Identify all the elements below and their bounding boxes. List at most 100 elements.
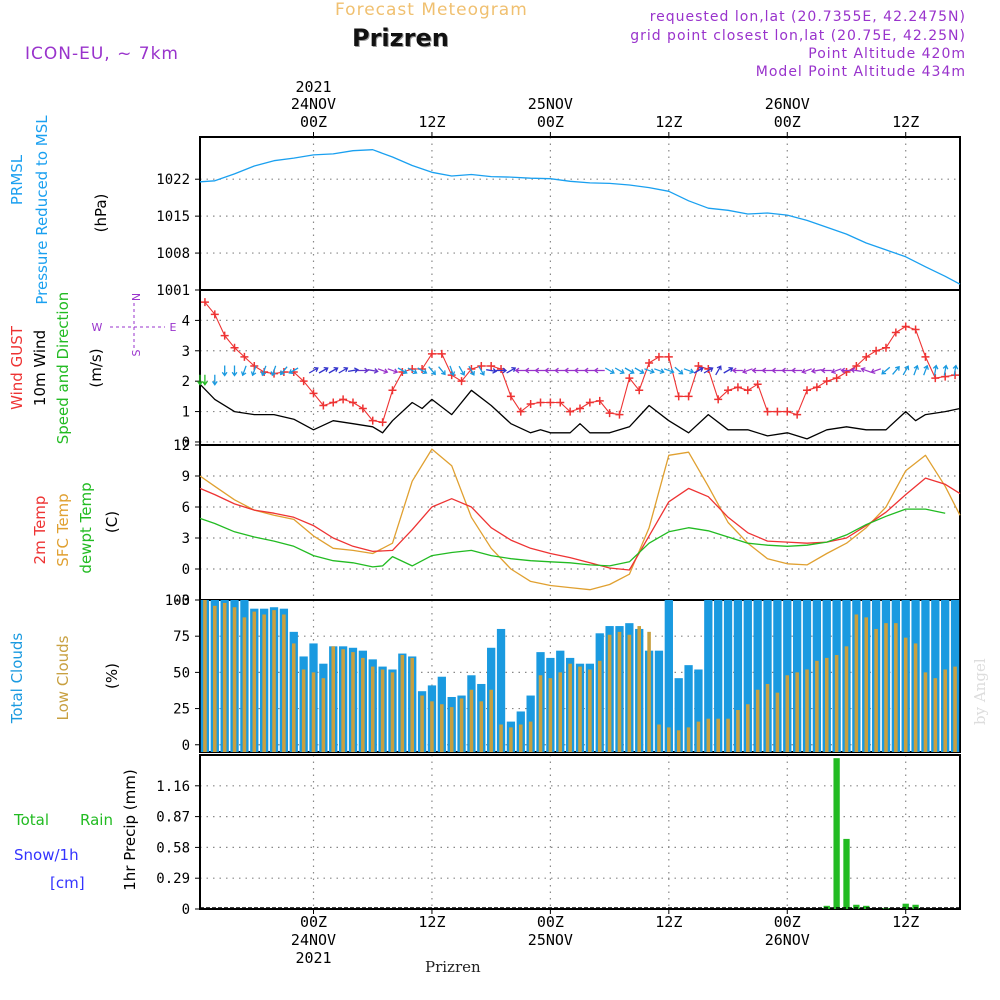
low-cloud-bar (410, 657, 414, 752)
model-label: ICON-EU, ~ 7km (25, 44, 179, 64)
gust-marker (684, 392, 693, 401)
total-cloud-bar (763, 600, 772, 752)
gust-label: Wind GUST (8, 325, 26, 410)
gust-marker (220, 331, 229, 340)
total-cloud-bar (773, 600, 782, 752)
low-cloud-bar (637, 626, 641, 752)
gust-marker (881, 343, 890, 352)
low-cloud-bar (647, 631, 651, 752)
wind10m-line (199, 383, 961, 440)
gust-marker (733, 383, 742, 392)
low-cloud-bar (479, 701, 484, 752)
gust-marker (743, 386, 752, 395)
low-cloud-bar (736, 710, 740, 752)
wind-arrow (367, 368, 379, 374)
wind-arrow (563, 367, 576, 374)
gust-marker (329, 398, 338, 407)
top-year-label: 2021 (295, 78, 331, 96)
bottom-date-label: 26NOV (765, 931, 810, 949)
wind-arrow (377, 368, 389, 375)
low-cloud-bar (765, 683, 770, 752)
wind-arrow (318, 366, 329, 374)
temp-ytick-label: 0 (182, 562, 190, 578)
gust-marker (872, 346, 881, 355)
top-date-label: 25NOV (528, 95, 573, 113)
low-cloud-bar (953, 666, 957, 752)
gust-marker (566, 407, 575, 416)
total-cloud-bar (664, 600, 673, 752)
wind-unit: (m/s) (87, 348, 105, 387)
wind-arrow (197, 374, 203, 386)
wind-arrow (870, 368, 882, 375)
gust-marker (477, 361, 486, 370)
low-cloud-bar (568, 663, 572, 752)
point-altitude: Point Altitude 420m (808, 46, 966, 62)
wind-arrow (250, 365, 257, 377)
low-cloud-bar (834, 655, 839, 752)
low-cloud-bar (331, 646, 336, 752)
total-cloud-bar (743, 600, 752, 752)
gust-marker (585, 398, 594, 407)
total-cloud-bar (704, 600, 713, 752)
low-cloud-bar (311, 672, 316, 752)
low-cloud-bar (785, 675, 790, 752)
wind-arrow (387, 368, 399, 375)
gust-marker (862, 352, 871, 361)
low-cloud-bar (528, 721, 533, 752)
wind-arrow (892, 365, 900, 375)
wind-arrow (715, 365, 722, 376)
precip-bar (902, 903, 909, 909)
low-cloud-bar (361, 657, 365, 752)
gust-marker (339, 395, 348, 404)
low-cloud-bar (519, 724, 523, 752)
chart-suptitle: Forecast Meteogram (335, 0, 528, 20)
wind-arrow (781, 367, 793, 374)
prmsl-line (199, 149, 961, 285)
gust-marker (506, 392, 515, 401)
wind-arrow (850, 367, 862, 373)
total-cloud-bar (931, 600, 940, 752)
wind-label: 10m Wind (31, 330, 49, 406)
gust-marker (822, 377, 831, 386)
gust-marker (615, 410, 624, 419)
wind-dir-label: Speed and Direction (54, 292, 72, 445)
compass-e: E (170, 321, 177, 334)
total-cloud-bar (496, 628, 506, 752)
precip-ytick-label: 0.58 (156, 840, 190, 856)
wind-arrow (634, 367, 645, 375)
low-cloud-bar (676, 730, 681, 752)
compass-w: W (92, 321, 103, 334)
gust-marker (230, 343, 239, 352)
wind-arrow (932, 364, 939, 376)
wind-arrow (240, 365, 247, 377)
low-cloud-bar (291, 643, 296, 752)
top-time-label: 12Z (418, 113, 445, 131)
low-cloud-bar (874, 628, 878, 752)
gust-marker (536, 398, 545, 407)
wind-arrow (328, 366, 339, 374)
wind-arrow (534, 367, 546, 374)
wind-arrow (723, 366, 734, 374)
low-cloud-bar (805, 669, 809, 752)
low-cloud-bar (420, 695, 424, 752)
total-cloud-bar (723, 600, 733, 752)
wind-arrow (221, 365, 228, 377)
wind-arrow (654, 368, 665, 375)
temp2m-line (199, 477, 961, 571)
snow-label: Snow/1h (14, 846, 79, 864)
temp2m-label: 2m Temp (31, 496, 49, 565)
gust-marker (319, 401, 328, 410)
low-cloud-bar (913, 643, 918, 752)
requested-coords: requested lon,lat (20.7355E, 42.2475N) (649, 9, 966, 25)
top-date-label: 24NOV (291, 95, 336, 113)
gust-marker (694, 361, 703, 370)
low-cloud-bar (726, 718, 730, 752)
top-time-label: 00Z (774, 113, 801, 131)
low-cloud-bar (558, 672, 563, 752)
gust-marker (348, 398, 357, 407)
gust-marker (793, 410, 802, 419)
footer-location: Prizren (425, 958, 481, 976)
temp-frame (199, 444, 961, 601)
precip-unit: 1hr Precip (mm) (121, 769, 139, 890)
